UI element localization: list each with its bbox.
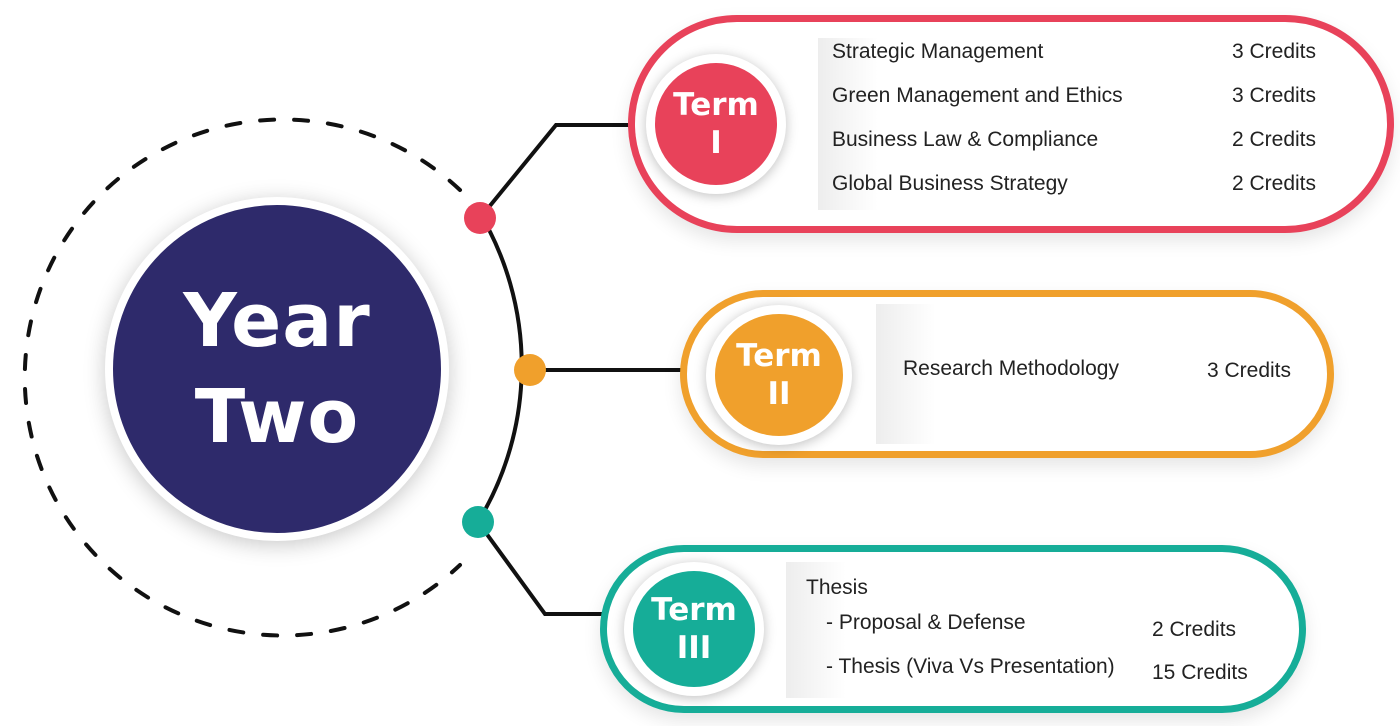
term-3-credits-2: 15 Credits [1152,661,1248,684]
term-2-badge: Term II [706,305,852,445]
term-3-badge-numeral: III [676,630,712,666]
term-1-badge-word: Term [673,87,759,123]
term-2-credits-1: 3 Credits [1206,359,1291,382]
term-3-divider [786,562,846,698]
term-1-credits-4: 2 Credits [1231,172,1316,195]
branch-term-1 [478,123,630,220]
branch-term-3 [476,520,605,616]
term-1-course-3: Business Law & Compliance [832,128,1099,151]
term-3-badge: Term III [624,562,764,696]
term-2-divider [876,304,936,444]
node-dot-term-3 [462,506,494,538]
term-1-card [628,15,1394,233]
node-dot-term-1 [464,202,496,234]
term-1-badge-numeral: I [710,125,722,161]
term-3-badge-word: Term [651,592,737,628]
node-dot-term-2 [514,354,546,386]
term-1-credits-3: 2 Credits [1231,128,1316,151]
term-1-badge: Term I [646,54,786,194]
term-2-badge-word: Term [736,338,822,374]
term-3-course-2: - Thesis (Viva Vs Presentation) [826,655,1115,678]
term-2-course-1: Research Methodology [903,357,1119,380]
term-1-credits-1: 3 Credits [1231,40,1316,63]
term-1-course-2: Green Management and Ethics [832,84,1123,107]
term-1-course-4: Global Business Strategy [832,172,1068,195]
term-2-badge-numeral: II [767,376,791,412]
term-1-divider [818,38,878,210]
year-title-line1: Year [183,278,371,364]
term-1-credits-2: 3 Credits [1231,84,1316,107]
term-3-course-1: - Proposal & Defense [826,611,1026,634]
term-3-credits-1: 2 Credits [1152,618,1237,641]
term-3-heading: Thesis [806,576,868,599]
year-title-line2: Two [194,374,360,460]
year-two-circle: Year Two [105,197,449,541]
term-1-course-1: Strategic Management [832,40,1044,63]
